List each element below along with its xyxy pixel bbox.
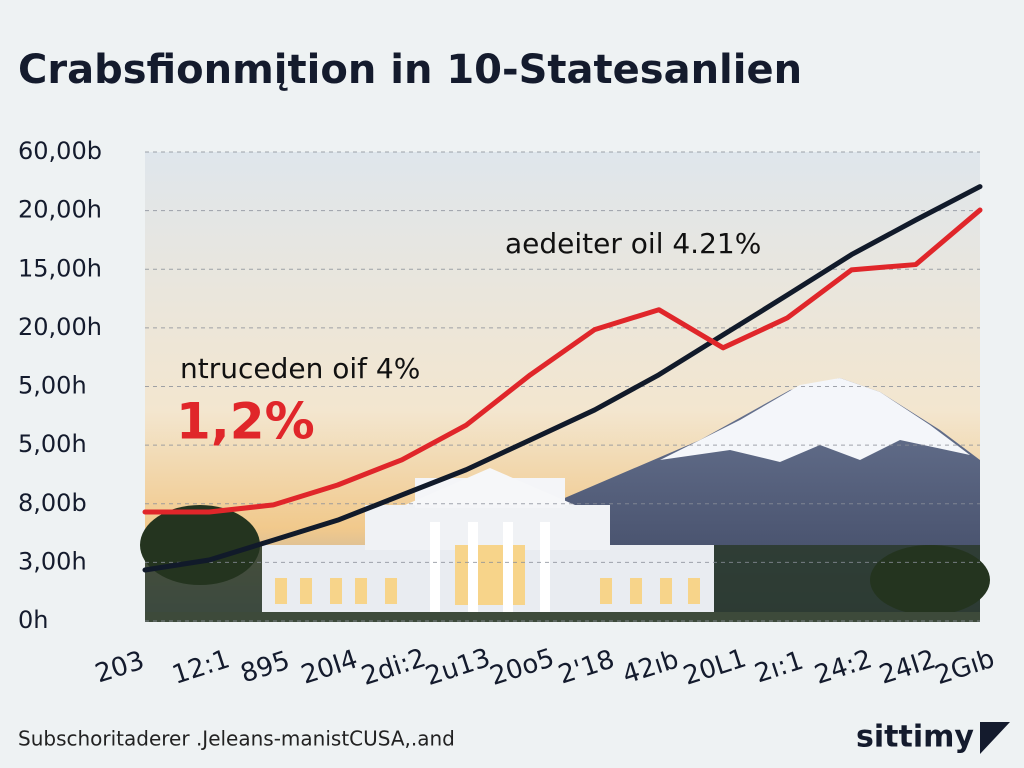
y-tick-label: 20,00h [18, 313, 102, 341]
data-line [142, 184, 983, 573]
y-tick-label: 3,00h [18, 547, 87, 575]
chart-title: Crabsfionmįtion in 10-Statesanlien [18, 47, 802, 93]
y-tick-label: 5,00h [18, 430, 87, 458]
y-tick-label: 20,00h [18, 196, 102, 224]
annotation: aedeiter oil 4.21% [505, 227, 761, 260]
y-tick-label: 60,00b [18, 137, 102, 165]
annotation: 1,2% [176, 393, 315, 451]
y-tick-label: 0h [18, 606, 48, 634]
y-tick-label: 8,00b [18, 489, 87, 517]
logo: sittimy [856, 720, 974, 755]
data-line [142, 207, 983, 515]
annotation: ntruceden oif 4% [180, 352, 420, 385]
y-tick-label: 15,00h [18, 254, 102, 282]
logo-icon [980, 722, 1010, 754]
source-note: Subschoritaderer .Jeleans-manistCUSA,.an… [18, 727, 455, 751]
y-tick-label: 5,00h [18, 372, 87, 400]
